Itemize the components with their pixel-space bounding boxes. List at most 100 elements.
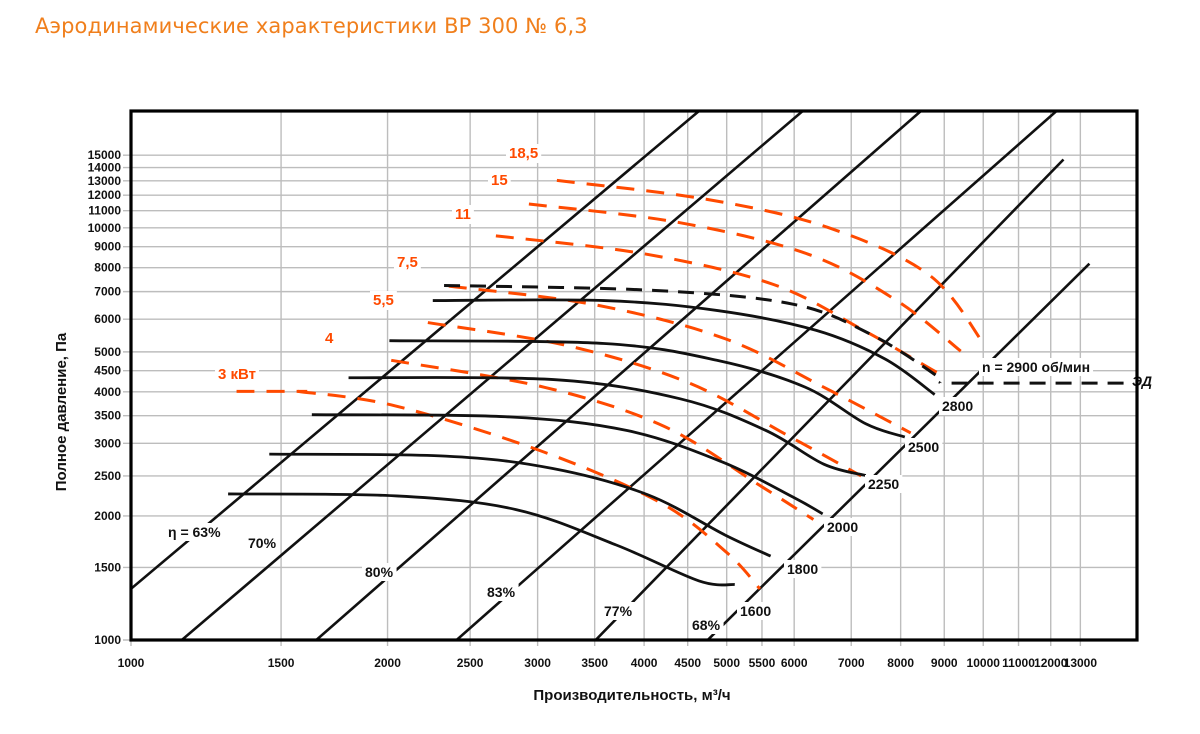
y-tick-label: 10000 — [88, 221, 122, 235]
y-tick-label: 12000 — [88, 188, 122, 202]
speed-curve-1600 — [228, 492, 735, 587]
y-tick-label: 14000 — [88, 161, 122, 175]
page-title: Аэродинамические характеристики ВР 300 №… — [35, 14, 588, 38]
speed-label: 2800 — [942, 398, 973, 414]
power-label-bg — [322, 329, 337, 348]
speed-curve-2500 — [389, 339, 906, 439]
x-tick-label: 6000 — [781, 656, 808, 670]
speed-label-2900: n = 2900 об/мин — [982, 359, 1090, 375]
power-line — [495, 234, 946, 378]
y-tick-label: 1000 — [94, 633, 121, 647]
x-tick-label: 5500 — [749, 656, 776, 670]
x-tick-label: 2000 — [374, 656, 401, 670]
x-axis-label: Производительность, м³/ч — [533, 687, 730, 704]
power-label: 18,5 — [509, 145, 538, 162]
y-tick-label: 11000 — [88, 204, 121, 218]
x-tick-label: 11000 — [1002, 656, 1035, 670]
speed-label-bg — [784, 560, 822, 578]
x-tick-label: 2500 — [457, 656, 484, 670]
y-tick-label: 2000 — [94, 509, 121, 523]
power-line — [427, 321, 862, 478]
power-label: 5,5 — [373, 292, 394, 309]
speed-label-bg — [865, 475, 903, 493]
plot-frame — [129, 109, 1139, 642]
ticks: 1000 1500 2000 2500 3000 3500 4000 4500 5000 5500… — [88, 148, 1098, 670]
y-tick-label: 1500 — [94, 560, 121, 574]
speed-label-bg — [737, 602, 775, 620]
power-label-bg — [215, 365, 259, 384]
speed-label: 2000 — [827, 519, 858, 535]
y-tick-label: 3500 — [94, 409, 121, 423]
y-tick-label: 9000 — [94, 240, 121, 254]
speed-curve-2250 — [348, 376, 867, 477]
power-label-bg — [452, 205, 474, 224]
plot-border — [129, 109, 1139, 642]
power-line — [390, 358, 815, 521]
x-tick-label: 12000 — [1034, 656, 1068, 670]
power-label-bg — [488, 171, 511, 190]
operating-limit-curve — [444, 283, 943, 385]
efficiency-line-63 — [131, 111, 700, 590]
efficiency-label: 83% — [487, 584, 516, 600]
speed-label-2900-bg — [979, 358, 1094, 376]
x-tick-label: 13000 — [1064, 656, 1098, 670]
power-label: 15 — [491, 172, 508, 189]
y-tick-label: 5000 — [94, 345, 121, 359]
y-tick-label: 13000 — [88, 174, 122, 188]
power-label: 4 — [325, 330, 334, 347]
speed-curve-2000 — [311, 413, 824, 516]
speed-label: 1600 — [740, 603, 771, 619]
x-tick-label: 7000 — [838, 656, 865, 670]
efficiency-label-bg — [362, 563, 397, 581]
efficiency-label: 77% — [604, 603, 633, 619]
power-label: 3 кВт — [218, 366, 256, 383]
efficiency-label: η = 63% — [168, 524, 221, 540]
speed-label: 1800 — [787, 561, 818, 577]
y-tick-label: 6000 — [94, 312, 121, 326]
x-tick-label: 4500 — [674, 656, 701, 670]
y-axis-label: Полное давление, Па — [53, 332, 70, 491]
y-tick-label: 15000 — [88, 148, 122, 162]
ed-label: ЭД — [1132, 373, 1152, 389]
x-tick-label: 8000 — [887, 656, 914, 670]
curves: η = 63% 70% 80% 83% 77% 68% 1600 1800 2000 2250 25… — [131, 111, 1152, 640]
x-tick-label: 1000 — [118, 656, 145, 670]
y-tick-label: 7000 — [94, 285, 121, 299]
x-tick-label: 3500 — [581, 656, 608, 670]
x-tick-label: 1500 — [268, 656, 295, 670]
power-line — [448, 284, 912, 435]
power-line — [528, 202, 962, 353]
efficiency-label: 80% — [365, 564, 394, 580]
speed-label: 2250 — [868, 476, 899, 492]
x-tick-label: 9000 — [931, 656, 958, 670]
efficiency-label-bg — [484, 583, 519, 601]
efficiency-label-bg — [165, 523, 225, 541]
speed-curve-1800 — [269, 452, 772, 558]
efficiency-line-68 — [706, 262, 1091, 640]
x-tick-label: 5000 — [713, 656, 740, 670]
speed-label: 2500 — [908, 439, 939, 455]
efficiency-label: 70% — [248, 535, 277, 551]
power-label: 7,5 — [397, 254, 418, 271]
efficiency-label-bg — [689, 616, 724, 634]
y-tick-label: 2500 — [94, 469, 121, 483]
power-label-bg — [506, 144, 542, 163]
x-tick-label: 4000 — [631, 656, 658, 670]
y-tick-label: 3000 — [94, 436, 121, 450]
y-tick-label: 8000 — [94, 261, 121, 275]
power-line — [297, 389, 762, 590]
efficiency-line-83 — [455, 111, 1058, 640]
speed-label-bg — [939, 397, 977, 415]
x-tick-label: 3000 — [524, 656, 551, 670]
power-label-bg — [370, 291, 397, 310]
speed-label-bg — [824, 518, 862, 536]
x-tick-label: 10000 — [967, 656, 1001, 670]
y-tick-label: 4500 — [94, 364, 121, 378]
grid — [123, 111, 1137, 646]
speed-curve-2800 — [432, 298, 936, 396]
efficiency-label: 68% — [692, 617, 721, 633]
power-label-bg — [394, 253, 421, 272]
y-tick-label: 4000 — [94, 385, 121, 399]
power-label: 11 — [455, 206, 471, 223]
